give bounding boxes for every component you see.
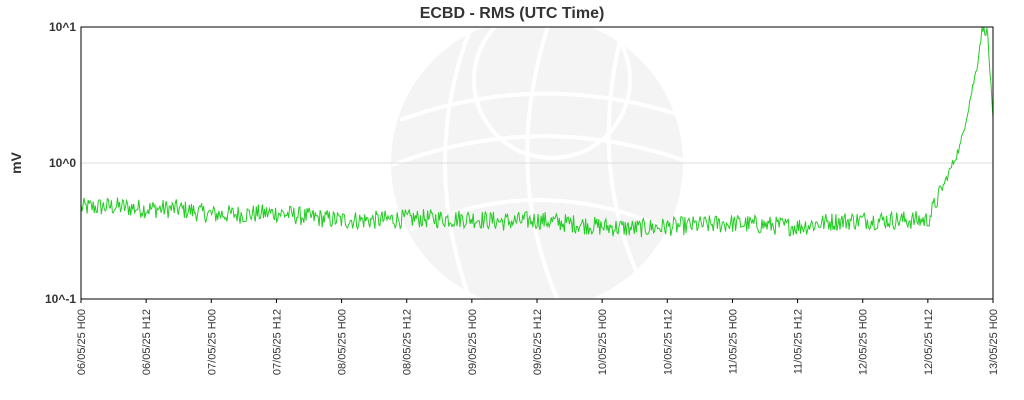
y-tick-label: 10^0 bbox=[49, 156, 76, 170]
y-tick-label: 10^1 bbox=[49, 20, 76, 34]
globe-watermark-icon bbox=[391, 27, 684, 299]
x-tick-label: 12/05/25 H00 bbox=[858, 309, 870, 375]
y-tick-label: 10^-1 bbox=[45, 292, 76, 306]
x-tick-label: 13/05/25 H00 bbox=[988, 309, 1000, 375]
x-tick-label: 08/05/25 H12 bbox=[402, 309, 414, 375]
series-layer bbox=[81, 27, 993, 238]
x-tick-label: 12/05/25 H12 bbox=[923, 309, 935, 375]
x-tick-label: 07/05/25 H12 bbox=[271, 309, 283, 375]
x-axis-ticks: 06/05/25 H00 06/05/25 H12 07/05/25 H00 07/0… bbox=[76, 299, 1000, 375]
x-tick-label: 06/05/25 H12 bbox=[141, 309, 153, 375]
series-line bbox=[81, 27, 993, 238]
x-tick-label: 09/05/25 H12 bbox=[532, 309, 544, 375]
x-tick-label: 06/05/25 H00 bbox=[76, 309, 88, 375]
x-tick-label: 11/05/25 H12 bbox=[793, 309, 805, 374]
y-axis-ticks: 10^-1 10^0 10^1 bbox=[45, 20, 76, 306]
x-tick-label: 10/05/25 H12 bbox=[662, 309, 674, 375]
x-tick-label: 10/05/25 H00 bbox=[597, 309, 609, 375]
plot-area-frame bbox=[80, 26, 994, 300]
x-tick-label: 07/05/25 H00 bbox=[206, 309, 218, 375]
y-axis-label: mV bbox=[8, 151, 24, 173]
x-tick-label: 11/05/25 H00 bbox=[727, 309, 739, 374]
x-tick-label: 08/05/25 H00 bbox=[337, 309, 349, 375]
chart-title: ECBD - RMS (UTC Time) bbox=[420, 5, 605, 22]
x-tick-label: 09/05/25 H00 bbox=[467, 309, 479, 375]
